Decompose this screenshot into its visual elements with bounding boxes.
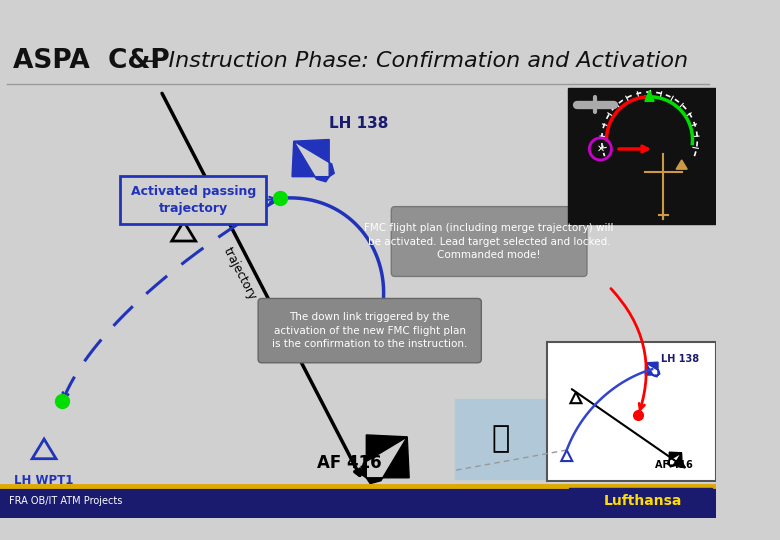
Bar [0, 487, 717, 518]
Text: LH WPT1: LH WPT1 [14, 474, 74, 487]
FancyBboxPatch shape [392, 207, 587, 276]
Polygon shape [645, 90, 654, 102]
Bar [568, 88, 717, 224]
Text: LH 138: LH 138 [329, 116, 388, 131]
Bar [547, 342, 717, 481]
Polygon shape [668, 452, 682, 467]
Bar [569, 488, 712, 515]
Bar [455, 399, 547, 480]
Text: 🖥: 🖥 [491, 424, 510, 454]
Text: trajectory: trajectory [221, 245, 259, 302]
Text: AF 416: AF 416 [655, 461, 693, 470]
FancyBboxPatch shape [120, 176, 267, 224]
Text: Activated passing
trajectory: Activated passing trajectory [131, 185, 256, 215]
Text: Lufthansa: Lufthansa [604, 494, 682, 508]
Text: FMC flight plan (including merge trajectory) will
be activated. Lead target sele: FMC flight plan (including merge traject… [364, 224, 614, 260]
Polygon shape [360, 435, 410, 484]
Text: FRA OB/IT ATM Projects: FRA OB/IT ATM Projects [9, 496, 122, 507]
FancyBboxPatch shape [258, 299, 481, 363]
Text: ASPA  C&P: ASPA C&P [12, 48, 169, 73]
Text: ✕: ✕ [597, 144, 604, 154]
Text: The down link triggered by the
activation of the new FMC flight plan
is the conf: The down link triggered by the activatio… [272, 313, 467, 349]
Polygon shape [292, 139, 335, 182]
Text: LH 138: LH 138 [661, 354, 700, 364]
Text: –  Instruction Phase: Confirmation and Activation: – Instruction Phase: Confirmation and Ac… [136, 51, 688, 71]
Polygon shape [645, 362, 660, 377]
Polygon shape [676, 160, 687, 169]
Bar [547, 342, 717, 481]
Text: AF 416: AF 416 [317, 454, 381, 472]
